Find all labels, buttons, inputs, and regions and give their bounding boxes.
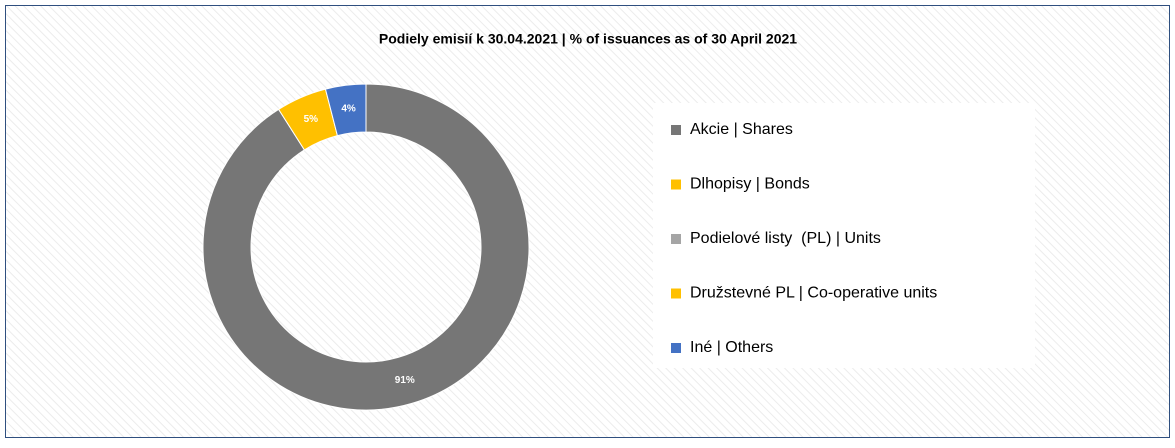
legend-swatch bbox=[671, 288, 681, 299]
data-label: 91% bbox=[395, 375, 415, 386]
legend-label: Akcie | Shares bbox=[690, 121, 793, 138]
legend-swatch bbox=[671, 343, 681, 353]
legend-box bbox=[653, 103, 1035, 368]
donut-slice bbox=[202, 83, 530, 411]
data-label: 5% bbox=[304, 114, 319, 125]
legend-label: Družstevné PL | Co-operative units bbox=[690, 285, 937, 302]
donut-slice bbox=[324, 83, 367, 137]
legend-label: Dlhopisy | Bonds bbox=[690, 176, 810, 193]
legend-label: Iné | Others bbox=[690, 339, 773, 356]
data-label: 4% bbox=[341, 104, 356, 115]
legend-swatch bbox=[671, 179, 681, 190]
chart-title: Podiely emisií k 30.04.2021 | % of issua… bbox=[379, 31, 797, 47]
legend-swatch bbox=[671, 125, 681, 135]
legend-swatch bbox=[671, 234, 681, 244]
legend-label: Podielové listy (PL) | Units bbox=[690, 230, 881, 247]
